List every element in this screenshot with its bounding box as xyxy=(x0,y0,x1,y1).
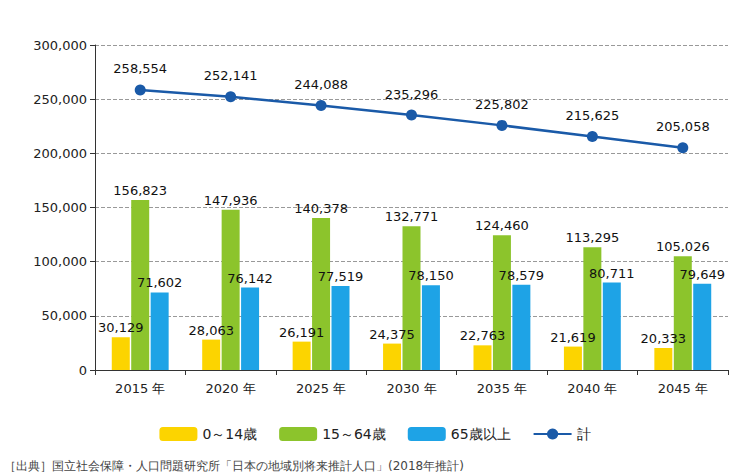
svg-text:113,295: 113,295 xyxy=(565,230,619,245)
svg-text:0: 0 xyxy=(79,363,87,378)
svg-text:28,063: 28,063 xyxy=(188,323,234,338)
svg-text:22,763: 22,763 xyxy=(460,328,506,343)
svg-text:235,296: 235,296 xyxy=(385,87,439,102)
svg-text:215,625: 215,625 xyxy=(565,108,619,123)
svg-text:21,619: 21,619 xyxy=(550,330,596,345)
svg-text:26,191: 26,191 xyxy=(279,325,325,340)
svg-text:65歳以上: 65歳以上 xyxy=(451,426,511,442)
svg-text:105,026: 105,026 xyxy=(656,239,710,254)
svg-text:2040 年: 2040 年 xyxy=(567,381,617,396)
svg-text:2030 年: 2030 年 xyxy=(386,381,436,396)
svg-text:2025 年: 2025 年 xyxy=(296,381,346,396)
svg-text:24,375: 24,375 xyxy=(369,327,415,342)
svg-text:計: 計 xyxy=(577,426,591,442)
svg-text:124,460: 124,460 xyxy=(475,218,529,233)
svg-text:156,823: 156,823 xyxy=(113,183,167,198)
svg-text:71,602: 71,602 xyxy=(137,275,183,290)
svg-text:2045 年: 2045 年 xyxy=(658,381,708,396)
svg-text:2035 年: 2035 年 xyxy=(477,381,527,396)
svg-text:200,000: 200,000 xyxy=(33,146,87,161)
svg-text:80,711: 80,711 xyxy=(589,266,635,281)
svg-text:20,333: 20,333 xyxy=(641,331,687,346)
svg-text:［出典］国立社会保障・人口問題研究所「日本の地域別将来推計人: ［出典］国立社会保障・人口問題研究所「日本の地域別将来推計人口」(2018年推計… xyxy=(4,459,464,473)
svg-text:78,150: 78,150 xyxy=(408,268,454,283)
svg-text:78,579: 78,579 xyxy=(499,268,545,283)
svg-text:132,771: 132,771 xyxy=(385,209,439,224)
svg-text:2020 年: 2020 年 xyxy=(206,381,256,396)
svg-text:250,000: 250,000 xyxy=(33,92,87,107)
svg-text:77,519: 77,519 xyxy=(318,269,364,284)
svg-text:300,000: 300,000 xyxy=(33,38,87,53)
svg-text:15～64歳: 15～64歳 xyxy=(322,426,386,442)
svg-text:30,129: 30,129 xyxy=(98,320,143,335)
svg-text:140,378: 140,378 xyxy=(294,201,348,216)
svg-text:205,058: 205,058 xyxy=(656,119,710,134)
svg-text:225,802: 225,802 xyxy=(475,97,529,112)
svg-text:100,000: 100,000 xyxy=(33,254,87,269)
svg-text:244,088: 244,088 xyxy=(294,77,348,92)
svg-text:147,936: 147,936 xyxy=(204,193,258,208)
svg-text:258,554: 258,554 xyxy=(113,61,167,76)
svg-text:50,000: 50,000 xyxy=(42,308,88,323)
svg-text:79,649: 79,649 xyxy=(679,267,725,282)
svg-text:252,141: 252,141 xyxy=(204,68,258,83)
svg-text:0～14歳: 0～14歳 xyxy=(202,426,257,442)
svg-text:150,000: 150,000 xyxy=(33,200,87,215)
svg-text:76,142: 76,142 xyxy=(227,271,272,286)
svg-text:2015 年: 2015 年 xyxy=(115,381,165,396)
